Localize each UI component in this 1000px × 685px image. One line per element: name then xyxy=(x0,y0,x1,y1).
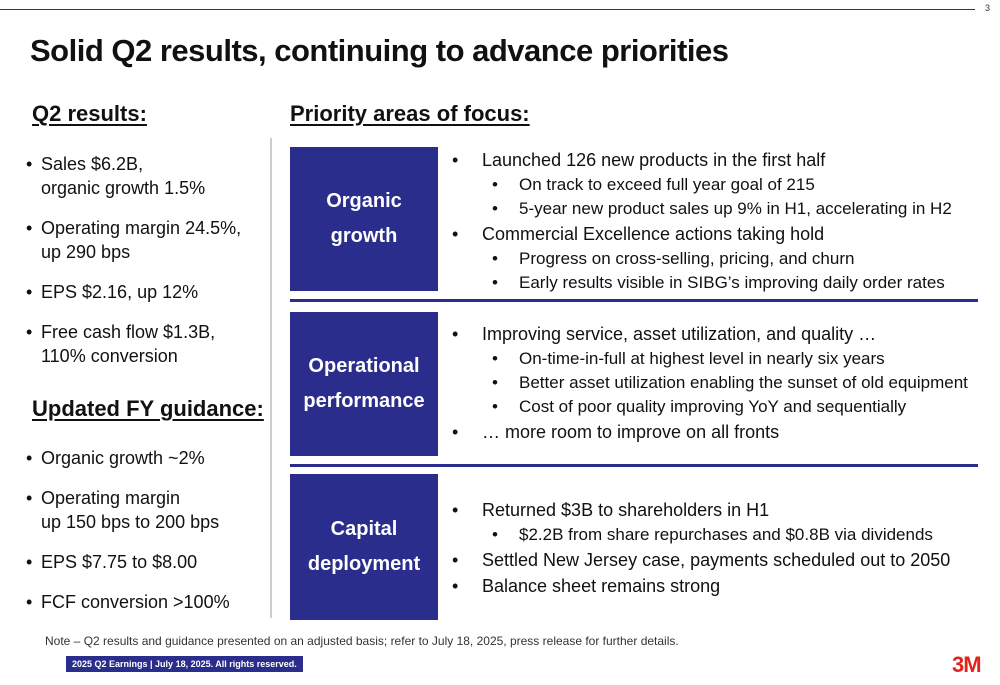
list-item: On-time-in-full at highest level in near… xyxy=(452,347,982,371)
list-item: On track to exceed full year goal of 215 xyxy=(452,173,982,197)
row-separator xyxy=(290,299,978,302)
list-item: Sales $6.2B,organic growth 1.5% xyxy=(26,152,266,200)
page-number: 3 xyxy=(985,3,991,13)
organic-growth-bullets: Launched 126 new products in the first h… xyxy=(452,147,982,295)
priority-heading: Priority areas of focus: xyxy=(290,101,530,126)
organic-growth-box: Organic growth xyxy=(290,147,438,291)
list-item: Balance sheet remains strong xyxy=(452,573,982,599)
fy-guidance-heading: Updated FY guidance: xyxy=(32,396,264,421)
list-item: … more room to improve on all fronts xyxy=(452,419,982,445)
list-item: Better asset utilization enabling the su… xyxy=(452,371,982,395)
list-item: EPS $7.75 to $8.00 xyxy=(26,550,266,574)
capital-deployment-box: Capital deployment xyxy=(290,474,438,620)
list-item: $2.2B from share repurchases and $0.8B v… xyxy=(452,523,982,547)
footer-tag: 2025 Q2 Earnings | July 18, 2025. All ri… xyxy=(66,656,303,672)
list-item: Settled New Jersey case, payments schedu… xyxy=(452,547,982,573)
list-item: FCF conversion >100% xyxy=(26,590,266,614)
list-item: Progress on cross-selling, pricing, and … xyxy=(452,247,982,271)
list-item: Early results visible in SIBG’s improvin… xyxy=(452,271,982,295)
3m-logo: 3M xyxy=(952,652,982,677)
operational-performance-box: Operational performance xyxy=(290,312,438,456)
list-item: Cost of poor quality improving YoY and s… xyxy=(452,395,982,419)
list-item: Operating margin 24.5%,up 290 bps xyxy=(26,216,266,264)
top-rule xyxy=(0,9,975,10)
list-item: Improving service, asset utilization, an… xyxy=(452,321,982,347)
row-separator xyxy=(290,464,978,467)
list-item: EPS $2.16, up 12% xyxy=(26,280,266,304)
operational-performance-bullets: Improving service, asset utilization, an… xyxy=(452,321,982,445)
q2-results-list: Sales $6.2B,organic growth 1.5% Operatin… xyxy=(26,152,266,384)
column-divider xyxy=(270,138,272,618)
footnote: Note – Q2 results and guidance presented… xyxy=(45,634,679,648)
page-title: Solid Q2 results, continuing to advance … xyxy=(30,33,729,68)
list-item: Organic growth ~2% xyxy=(26,446,266,470)
q2-results-heading: Q2 results: xyxy=(32,101,147,126)
list-item: Launched 126 new products in the first h… xyxy=(452,147,982,173)
list-item: Free cash flow $1.3B,110% conversion xyxy=(26,320,266,368)
list-item: Returned $3B to shareholders in H1 xyxy=(452,497,982,523)
capital-deployment-bullets: Returned $3B to shareholders in H1 $2.2B… xyxy=(452,497,982,599)
list-item: 5-year new product sales up 9% in H1, ac… xyxy=(452,197,982,221)
list-item: Commercial Excellence actions taking hol… xyxy=(452,221,982,247)
